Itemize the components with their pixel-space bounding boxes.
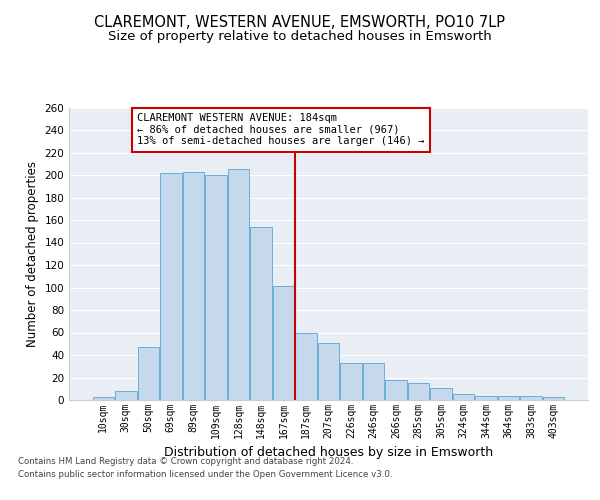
Text: Size of property relative to detached houses in Emsworth: Size of property relative to detached ho… [108,30,492,43]
Text: CLAREMONT WESTERN AVENUE: 184sqm
← 86% of detached houses are smaller (967)
13% : CLAREMONT WESTERN AVENUE: 184sqm ← 86% o… [137,113,425,146]
Y-axis label: Number of detached properties: Number of detached properties [26,161,39,347]
Bar [228,170,249,400]
Bar [250,227,272,400]
Bar [543,396,565,400]
Bar [137,347,159,400]
Bar [408,383,429,400]
Bar [205,175,227,400]
Bar [498,396,520,400]
Bar [273,286,294,400]
Bar [340,363,362,400]
Text: Contains public sector information licensed under the Open Government Licence v3: Contains public sector information licen… [18,470,392,479]
Bar [160,173,182,400]
Bar [453,394,475,400]
Bar [92,396,114,400]
X-axis label: Distribution of detached houses by size in Emsworth: Distribution of detached houses by size … [164,446,493,460]
Bar [475,396,497,400]
Text: CLAREMONT, WESTERN AVENUE, EMSWORTH, PO10 7LP: CLAREMONT, WESTERN AVENUE, EMSWORTH, PO1… [95,15,505,30]
Bar [385,380,407,400]
Text: Contains HM Land Registry data © Crown copyright and database right 2024.: Contains HM Land Registry data © Crown c… [18,458,353,466]
Bar [430,388,452,400]
Bar [295,332,317,400]
Bar [318,342,339,400]
Bar [182,172,204,400]
Bar [520,396,542,400]
Bar [115,391,137,400]
Bar [363,363,384,400]
